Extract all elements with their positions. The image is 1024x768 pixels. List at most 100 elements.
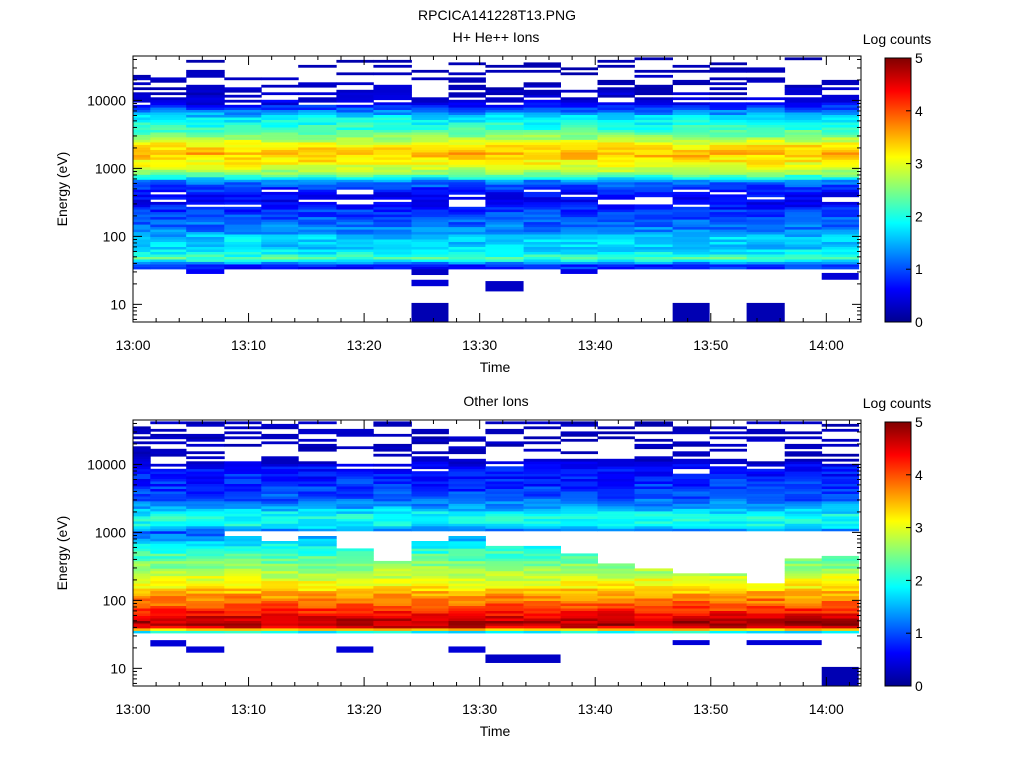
spectrogram-cell xyxy=(597,573,635,577)
spectrogram-cell xyxy=(336,526,374,529)
spectrogram-cell xyxy=(336,568,374,572)
spectrogram-cell xyxy=(709,219,747,223)
spectrogram-cell xyxy=(133,196,151,200)
spectrogram-cell xyxy=(784,251,823,255)
spectrogram-cell xyxy=(186,124,225,128)
spectrogram-cell xyxy=(634,628,673,631)
spectrogram-cell xyxy=(672,588,710,592)
spectrogram-cell xyxy=(186,234,225,237)
spectrogram-cell xyxy=(709,521,747,524)
spectrogram-cell xyxy=(746,147,786,150)
spectrogram-cell xyxy=(373,483,412,487)
spectrogram-cell xyxy=(133,97,151,101)
spectrogram-cell xyxy=(133,506,151,509)
spectrogram-cell xyxy=(133,137,151,140)
spectrogram-cell xyxy=(133,468,151,472)
spectrogram-cell xyxy=(336,132,374,135)
spectrogram-cell xyxy=(224,189,262,193)
spectrogram-cell xyxy=(821,112,860,115)
spectrogram-cell xyxy=(150,453,187,457)
spectrogram-cell xyxy=(560,503,598,507)
spectrogram-cell xyxy=(261,426,299,430)
spectrogram-cell xyxy=(224,585,262,589)
spectrogram-cell xyxy=(133,630,151,634)
spectrogram-cell xyxy=(709,625,747,629)
spectrogram-cell xyxy=(133,451,151,455)
spectrogram-cell xyxy=(224,491,262,494)
spectrogram-cell xyxy=(336,483,374,487)
spectrogram-cell xyxy=(261,491,299,494)
spectrogram-cell xyxy=(634,152,673,155)
spectrogram-cell xyxy=(821,486,860,489)
spectrogram-cell xyxy=(821,570,860,574)
spectrogram-cell xyxy=(709,102,747,106)
spectrogram-cell xyxy=(560,608,598,611)
spectrogram-cell xyxy=(746,251,786,255)
spectrogram-cell xyxy=(746,172,786,175)
spectrogram-cell xyxy=(336,615,374,619)
spectrogram-cell xyxy=(597,521,635,524)
spectrogram-cell xyxy=(597,506,635,509)
spectrogram-cell xyxy=(298,127,337,130)
spectrogram-cell xyxy=(485,266,524,270)
spectrogram-cell xyxy=(821,498,860,502)
spectrogram-cell xyxy=(485,573,524,577)
spectrogram-cell xyxy=(298,124,337,128)
spectrogram-cell xyxy=(133,478,151,482)
spectrogram-cell xyxy=(411,568,449,572)
spectrogram-cell xyxy=(523,511,561,514)
spectrogram-cell xyxy=(560,206,598,210)
spectrogram-cell xyxy=(709,610,747,614)
spectrogram-cell xyxy=(821,666,859,686)
spectrogram-cell xyxy=(560,521,598,524)
spectrogram-cell xyxy=(133,261,151,265)
spectrogram-cell xyxy=(448,613,486,616)
spectrogram-cell xyxy=(448,189,486,193)
spectrogram-cell xyxy=(523,486,561,489)
spectrogram-cell xyxy=(150,122,187,125)
spectrogram-cell xyxy=(261,508,299,512)
spectrogram-cell xyxy=(634,154,673,158)
spectrogram-cell xyxy=(485,219,524,223)
spectrogram-cell xyxy=(709,147,747,150)
spectrogram-cell xyxy=(597,147,635,150)
spectrogram-cell xyxy=(634,580,673,584)
spectrogram-cell xyxy=(133,234,151,237)
spectrogram-cell xyxy=(746,493,786,497)
spectrogram-cell xyxy=(261,615,299,619)
spectrogram-cell xyxy=(298,496,337,499)
spectrogram-cell xyxy=(672,219,710,223)
spectrogram-cell xyxy=(597,608,635,611)
colorbar-tick-label: 1 xyxy=(915,261,923,277)
spectrogram-cell xyxy=(186,570,225,574)
spectrogram-cell xyxy=(560,159,598,163)
spectrogram-cell xyxy=(133,496,151,499)
spectrogram-cell xyxy=(298,129,337,133)
spectrogram-cell xyxy=(150,590,187,594)
y-axis-label: Energy (eV) xyxy=(54,516,70,591)
spectrogram-cell xyxy=(746,630,786,634)
spectrogram-cell xyxy=(336,82,374,86)
spectrogram-cell xyxy=(560,630,598,634)
spectrogram-cell xyxy=(746,174,786,178)
spectrogram-cell xyxy=(261,461,299,465)
spectrogram-cell xyxy=(485,209,524,213)
spectrogram-cell xyxy=(133,229,151,233)
spectrogram-cell xyxy=(560,201,598,205)
spectrogram-cell xyxy=(224,254,262,257)
spectrogram-cell xyxy=(411,194,449,198)
spectrogram-cell xyxy=(224,159,262,163)
spectrogram-cell xyxy=(485,605,524,609)
spectrogram-cell xyxy=(298,109,337,113)
spectrogram-cell xyxy=(336,570,374,574)
spectrogram-cell xyxy=(298,478,337,482)
spectrogram-cell xyxy=(411,436,449,440)
spectrogram-cell xyxy=(373,152,412,155)
spectrogram-cell xyxy=(298,214,337,218)
spectrogram-cell xyxy=(411,246,449,250)
spectrogram-cell xyxy=(336,481,374,484)
spectrogram-cell xyxy=(746,127,786,130)
spectrogram-cell xyxy=(133,580,151,584)
spectrogram-cell xyxy=(784,473,823,477)
spectrogram-cell xyxy=(224,625,262,629)
